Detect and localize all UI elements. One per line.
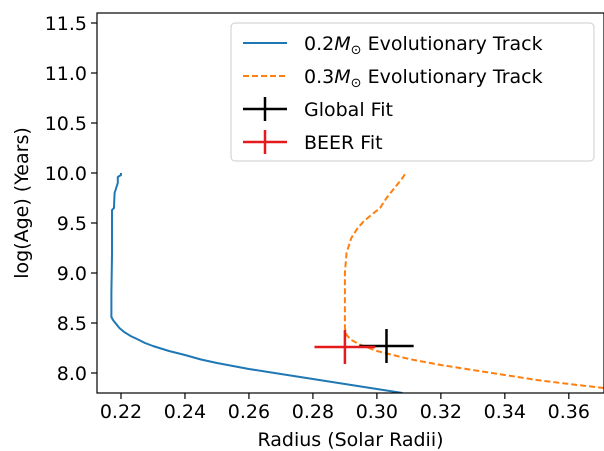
y-axis-ticks: 8.0 8.5 9.0 9.5 10.0 10.5 11.0 11.5 bbox=[45, 13, 97, 385]
x-axis-ticks: 0.22 0.24 0.26 0.28 0.30 0.32 0.34 0.36 bbox=[100, 393, 590, 423]
series-line-1 bbox=[110, 173, 403, 393]
x-tick-label: 0.36 bbox=[548, 401, 590, 423]
y-tick-label: 10.5 bbox=[45, 113, 87, 135]
x-axis-label: Radius (Solar Radii) bbox=[257, 429, 443, 451]
legend-entry: 0.3M⊙ Evolutionary Track bbox=[243, 66, 543, 91]
legend: 0.2M⊙ Evolutionary Track 0.3M⊙ Evolutiona… bbox=[230, 22, 595, 162]
legend-label: 0.3M⊙ Evolutionary Track bbox=[304, 66, 543, 91]
x-tick-label: 0.32 bbox=[420, 401, 462, 423]
legend-label: Global Fit bbox=[304, 99, 393, 121]
legend-label: BEER Fit bbox=[304, 132, 383, 154]
y-tick-label: 11.0 bbox=[45, 63, 87, 85]
x-tick-label: 0.26 bbox=[228, 401, 270, 423]
y-tick-label: 8.5 bbox=[57, 313, 87, 335]
y-axis-label: log(Age) (Years) bbox=[11, 127, 33, 279]
series-line-2 bbox=[343, 172, 604, 389]
y-tick-label: 8.0 bbox=[57, 363, 87, 385]
legend-entry: BEER Fit bbox=[243, 130, 383, 154]
x-tick-label: 0.30 bbox=[356, 401, 398, 423]
x-tick-label: 0.24 bbox=[164, 401, 206, 423]
x-tick-label: 0.34 bbox=[484, 401, 526, 423]
legend-frame bbox=[230, 22, 595, 162]
y-tick-label: 9.0 bbox=[57, 263, 87, 285]
legend-entry: Global Fit bbox=[243, 97, 393, 121]
x-tick-label: 0.22 bbox=[100, 401, 142, 423]
y-tick-label: 9.5 bbox=[57, 213, 87, 235]
x-tick-label: 0.28 bbox=[292, 401, 334, 423]
legend-entry: 0.2M⊙ Evolutionary Track bbox=[243, 33, 543, 58]
y-tick-label: 11.5 bbox=[45, 13, 87, 35]
legend-label: 0.2M⊙ Evolutionary Track bbox=[304, 33, 543, 58]
plot-series-layer bbox=[110, 172, 604, 393]
errorbar-point-2 bbox=[314, 330, 376, 364]
y-tick-label: 10.0 bbox=[45, 163, 87, 185]
plot-area-frame bbox=[96, 12, 604, 394]
plot-points-layer bbox=[314, 329, 414, 364]
